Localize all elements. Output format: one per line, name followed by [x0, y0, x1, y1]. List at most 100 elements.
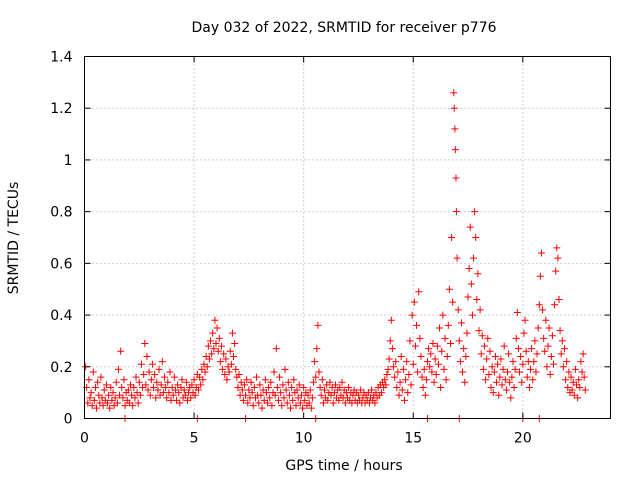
data-point — [226, 347, 234, 355]
data-point — [390, 363, 398, 371]
data-point — [166, 368, 174, 376]
data-point — [308, 394, 316, 402]
data-point — [476, 306, 484, 314]
data-point — [326, 378, 334, 386]
y-axis-label: SRMTID / TECUs — [6, 182, 22, 295]
data-point — [371, 399, 379, 407]
data-point — [230, 352, 238, 360]
data-point — [272, 345, 280, 353]
data-point — [313, 345, 321, 353]
data-point — [408, 311, 416, 319]
data-point — [391, 373, 399, 381]
axis-ticks: 0 0.2 0.4 0.6 0.8 1 1.2 1.4 0 5 10 15 20 — [50, 50, 611, 447]
data-point — [440, 365, 448, 373]
data-point — [523, 373, 531, 381]
data-point — [134, 399, 142, 407]
data-point — [266, 394, 274, 402]
data-point — [564, 383, 572, 391]
data-point — [501, 376, 509, 384]
data-point — [228, 329, 236, 337]
data-point — [452, 208, 460, 216]
data-point — [565, 368, 573, 376]
data-point — [534, 324, 542, 332]
data-point — [406, 337, 414, 345]
data-point — [211, 316, 219, 324]
data-point — [271, 391, 279, 399]
y-tick-label: 1.2 — [50, 101, 72, 117]
data-point — [537, 249, 545, 257]
data-point — [530, 358, 538, 366]
data-point — [512, 334, 520, 342]
data-point — [558, 337, 566, 345]
data-point — [238, 386, 246, 394]
data-point — [105, 391, 113, 399]
data-point — [345, 383, 353, 391]
data-point — [444, 321, 452, 329]
data-point — [403, 358, 411, 366]
data-point — [264, 399, 272, 407]
data-point — [292, 402, 300, 410]
data-point — [516, 368, 524, 376]
data-point — [413, 321, 421, 329]
data-point — [543, 363, 551, 371]
data-point — [484, 334, 492, 342]
data-point — [514, 345, 522, 353]
data-point — [99, 402, 107, 410]
y-tick-label: 1.4 — [50, 50, 72, 66]
data-point — [545, 324, 553, 332]
data-point — [143, 352, 151, 360]
data-point — [288, 383, 296, 391]
data-point — [287, 404, 295, 412]
data-point — [100, 386, 108, 394]
data-point — [93, 404, 101, 412]
data-point — [556, 327, 564, 335]
data-point — [354, 391, 362, 399]
data-point — [451, 146, 459, 154]
data-point — [164, 378, 172, 386]
data-point — [169, 391, 177, 399]
data-point — [314, 321, 322, 329]
data-point — [289, 396, 297, 404]
data-point — [477, 350, 485, 358]
data-point — [496, 373, 504, 381]
data-point — [474, 270, 482, 278]
data-point — [535, 301, 543, 309]
data-point — [113, 399, 121, 407]
data-point — [107, 383, 115, 391]
data-point — [443, 352, 451, 360]
data-point — [491, 352, 499, 360]
data-point — [553, 244, 561, 252]
data-point — [489, 389, 497, 397]
data-point — [433, 342, 441, 350]
x-tick-label: 5 — [190, 431, 199, 447]
data-point — [261, 376, 269, 384]
data-point — [410, 298, 418, 306]
data-point — [146, 391, 154, 399]
data-point — [145, 368, 153, 376]
data-point — [213, 324, 221, 332]
data-point — [541, 347, 549, 355]
data-point — [465, 265, 473, 273]
data-point — [454, 306, 462, 314]
data-point — [194, 386, 202, 394]
data-point — [560, 345, 568, 353]
data-point — [210, 345, 218, 353]
data-point — [550, 360, 558, 368]
data-point — [268, 402, 276, 410]
data-point — [450, 104, 458, 112]
data-point — [417, 352, 425, 360]
data-point — [150, 383, 158, 391]
data-point — [297, 391, 305, 399]
data-point — [282, 386, 290, 394]
data-point — [176, 399, 184, 407]
data-point — [153, 378, 161, 386]
data-point — [387, 316, 395, 324]
x-axis-label: GPS time / hours — [285, 458, 402, 474]
data-point — [253, 373, 261, 381]
data-point — [497, 355, 505, 363]
data-point — [400, 396, 408, 404]
data-point — [455, 337, 463, 345]
data-point — [307, 404, 315, 412]
data-point — [404, 389, 412, 397]
data-point — [165, 389, 173, 397]
